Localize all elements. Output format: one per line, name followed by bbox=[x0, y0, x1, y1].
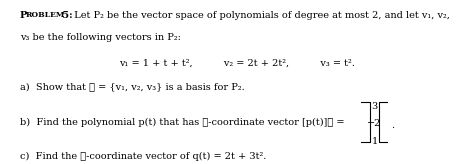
Text: ROBLEM: ROBLEM bbox=[26, 11, 65, 19]
Text: v₁ = 1 + t + t²,          v₂ = 2t + 2t²,          v₃ = t².: v₁ = 1 + t + t², v₂ = 2t + 2t², v₃ = t². bbox=[119, 59, 355, 68]
Text: .: . bbox=[391, 121, 394, 130]
Text: c)  Find the ℬ-coordinate vector of q(t) = 2t + 3t².: c) Find the ℬ-coordinate vector of q(t) … bbox=[20, 152, 266, 161]
Text: 3: 3 bbox=[371, 102, 378, 111]
Text: a)  Show that ℬ = {v₁, v₂, v₃} is a basis for P₂.: a) Show that ℬ = {v₁, v₂, v₃} is a basis… bbox=[20, 82, 245, 91]
Text: b)  Find the polynomial p(t) that has ℬ-coordinate vector [p(t)]ℬ =: b) Find the polynomial p(t) that has ℬ-c… bbox=[20, 118, 345, 127]
Text: 1: 1 bbox=[371, 137, 378, 146]
Text: −2: −2 bbox=[367, 119, 382, 128]
Text: P: P bbox=[20, 11, 27, 20]
Text: 5:: 5: bbox=[59, 11, 73, 20]
Text: v₃ be the following vectors in P₂:: v₃ be the following vectors in P₂: bbox=[20, 33, 181, 42]
Text: Let P₂ be the vector space of polynomials of degree at most 2, and let v₁, v₂,: Let P₂ be the vector space of polynomial… bbox=[71, 11, 450, 20]
